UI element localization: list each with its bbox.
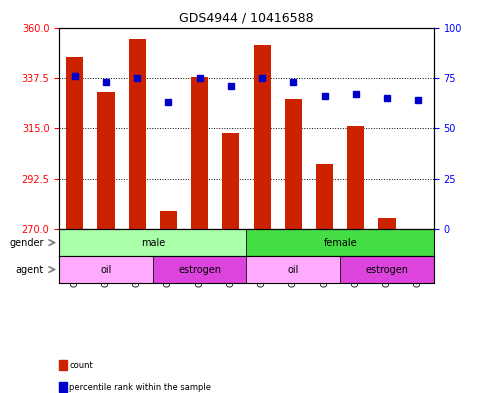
Bar — [98, 92, 114, 229]
Text: male: male — [141, 238, 165, 248]
Bar — [246, 256, 340, 283]
Text: count: count — [69, 361, 93, 370]
Bar — [253, 46, 271, 229]
Bar — [191, 77, 208, 229]
Bar — [59, 256, 153, 283]
Text: oil: oil — [287, 264, 299, 275]
Bar — [340, 256, 434, 283]
Text: percentile rank within the sample: percentile rank within the sample — [69, 383, 211, 391]
Bar — [285, 99, 302, 229]
Bar — [316, 164, 333, 229]
Bar — [246, 229, 434, 256]
Text: estrogen: estrogen — [365, 264, 409, 275]
Text: oil: oil — [100, 264, 112, 275]
Text: gender: gender — [9, 238, 43, 248]
Bar — [153, 256, 246, 283]
Bar — [222, 133, 240, 229]
Bar — [347, 126, 364, 229]
Bar — [160, 211, 177, 229]
Bar — [66, 57, 83, 229]
Text: agent: agent — [15, 264, 43, 275]
Text: female: female — [323, 238, 357, 248]
Bar — [379, 218, 395, 229]
Bar — [129, 39, 146, 229]
Title: GDS4944 / 10416588: GDS4944 / 10416588 — [179, 12, 314, 25]
Text: estrogen: estrogen — [178, 264, 221, 275]
Bar — [59, 229, 246, 256]
